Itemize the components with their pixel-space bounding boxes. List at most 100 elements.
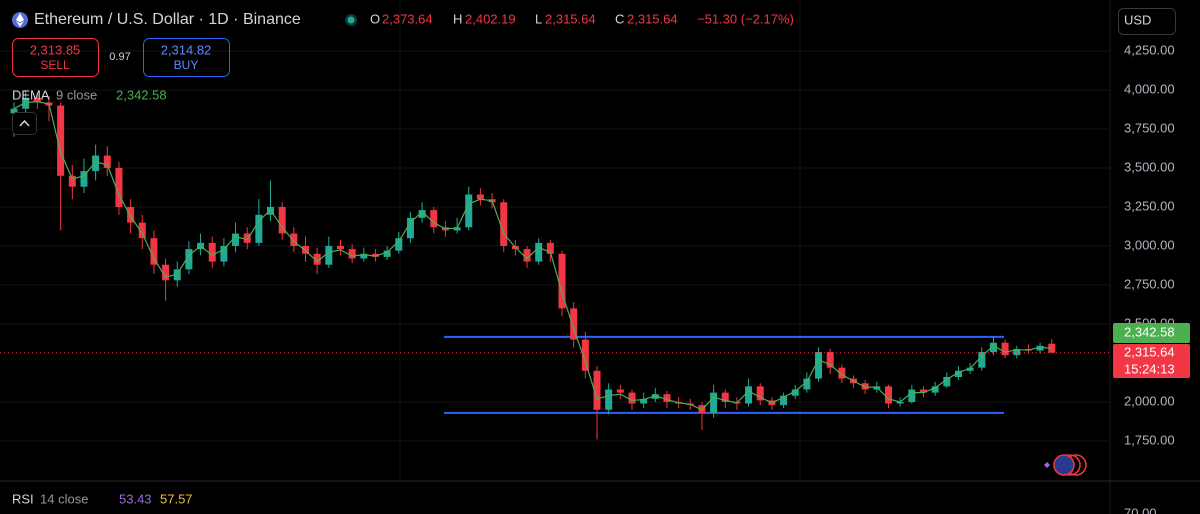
candle-body: [360, 253, 368, 259]
candle-body: [465, 194, 473, 228]
symbol-title[interactable]: Ethereum / U.S. Dollar · 1D · Binance: [34, 11, 301, 28]
dema-line: [13, 101, 1052, 411]
candle-body: [966, 367, 974, 371]
ohlc-c: 2,315.64: [627, 11, 678, 26]
last-price-label: 2,315.64: [1124, 344, 1175, 359]
grid: 1,750.002,000.002,500.002,750.003,000.00…: [0, 0, 1175, 481]
candle-body: [185, 249, 193, 270]
candle-body: [243, 233, 251, 243]
candle-body: [33, 97, 41, 103]
candle-body: [919, 389, 927, 393]
candle-body: [255, 214, 263, 243]
rsi-ma-value: 57.57: [160, 491, 193, 506]
y-tick-label: 3,000.00: [1124, 237, 1175, 252]
candle-body: [1013, 348, 1021, 356]
ohlc-change: −51.30 (−2.17%): [697, 11, 794, 26]
buy-label: BUY: [174, 58, 199, 72]
candle-body: [1036, 345, 1044, 351]
candle-body: [663, 394, 671, 402]
candle-body: [1001, 342, 1009, 356]
sell-button[interactable]: [12, 38, 99, 77]
eth-logo: [16, 13, 24, 27]
candle-body: [150, 238, 158, 265]
y-tick-label: 4,000.00: [1124, 81, 1175, 96]
ohlc-o-label: O: [370, 11, 380, 26]
candle-body: [640, 398, 648, 404]
candle-body: [954, 370, 962, 378]
candle-body: [651, 394, 659, 399]
ohlc-c-label: C: [615, 11, 624, 26]
currency-select[interactable]: [1118, 8, 1176, 35]
status-dot: [347, 16, 355, 24]
candle-body: [780, 395, 788, 406]
candle-body: [628, 392, 636, 404]
y-tick-label: 2,000.00: [1124, 393, 1175, 408]
candle-body: [745, 386, 753, 404]
candle-body: [896, 401, 904, 404]
candle-body: [430, 210, 438, 228]
candle-body: [943, 377, 951, 387]
ohlc-o: 2,373.64: [382, 11, 433, 26]
y-tick-label: 2,750.00: [1124, 276, 1175, 291]
candle-body: [710, 392, 718, 413]
y-tick-label: 4,250.00: [1124, 42, 1175, 57]
last-price-box: [1113, 344, 1190, 378]
candle-body: [232, 233, 240, 246]
candle-body: [68, 175, 76, 187]
candle-body: [103, 155, 111, 168]
candle-body: [476, 194, 484, 200]
candle-body: [313, 253, 321, 265]
collapse-button[interactable]: [12, 112, 37, 135]
candle-body: [593, 370, 601, 410]
candle-body: [383, 250, 391, 257]
candle-body: [616, 389, 624, 393]
candle-body: [500, 202, 508, 246]
sell-price: 2,313.85: [30, 42, 81, 57]
candle-body: [826, 352, 834, 368]
candle-body: [885, 386, 892, 404]
buy-button[interactable]: [143, 38, 230, 77]
dema-price-box: [1113, 323, 1190, 343]
candle-body: [127, 206, 135, 223]
ohlc-h: 2,402.19: [465, 11, 516, 26]
y-tick-label: 3,250.00: [1124, 198, 1175, 213]
event-icon[interactable]: [1053, 454, 1075, 476]
candle-body: [721, 392, 729, 402]
ohlc-h-label: H: [453, 11, 462, 26]
rsi-axis-label: 70.00: [1124, 505, 1157, 514]
candle-body: [791, 389, 799, 396]
candle-body: [581, 339, 589, 371]
candle-body: [523, 249, 531, 262]
sparkle-icon: [1044, 462, 1050, 468]
candle-body: [348, 249, 356, 259]
candle-body: [931, 386, 939, 393]
sell-label: SELL: [40, 58, 70, 72]
candle-body: [418, 210, 426, 218]
candle-body: [208, 242, 216, 262]
plot: [0, 90, 1110, 440]
candle-body: [10, 108, 18, 114]
rsi-params: 14 close: [40, 491, 88, 506]
candle-body: [978, 352, 986, 368]
candle-body: [162, 264, 170, 281]
candle-body: [138, 222, 146, 239]
collapse-icon: [19, 119, 30, 127]
candle-body: [325, 245, 333, 265]
candle-body: [535, 242, 543, 262]
candle-body: [57, 105, 65, 176]
candle-body: [815, 352, 823, 379]
candle-body: [838, 367, 846, 379]
countdown: 15:24:13: [1124, 361, 1175, 376]
candle-body: [453, 227, 461, 231]
candle-body: [220, 245, 228, 262]
candle-body: [115, 167, 123, 207]
ohlc-l-label: L: [535, 11, 542, 26]
candle-body: [290, 233, 298, 246]
candle-body: [605, 389, 613, 410]
y-tick-label: 3,500.00: [1124, 159, 1175, 174]
candle-body: [908, 389, 916, 402]
candle-body: [92, 155, 100, 172]
candle-body: [336, 245, 344, 250]
candle-body: [173, 269, 181, 281]
